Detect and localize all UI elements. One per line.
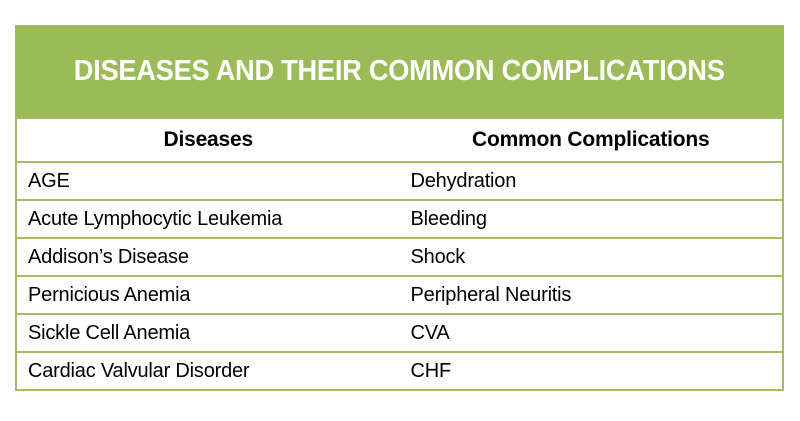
column-header-complications: Common Complications <box>399 118 783 163</box>
disease-cell: Pernicious Anemia <box>16 276 400 315</box>
table-header-row: Diseases Common Complications <box>16 118 783 163</box>
complication-cell: CVA <box>399 314 783 353</box>
table-body: AGE Dehydration Acute Lymphocytic Leukem… <box>16 162 783 391</box>
disease-cell: AGE <box>16 162 400 201</box>
table-row: Sickle Cell Anemia CVA <box>16 314 783 353</box>
table-row: Acute Lymphocytic Leukemia Bleeding <box>16 200 783 239</box>
complication-cell: Peripheral Neuritis <box>399 276 783 315</box>
table-row: Pernicious Anemia Peripheral Neuritis <box>16 276 783 315</box>
column-header-diseases: Diseases <box>16 118 400 163</box>
title-banner: DISEASES AND THEIR COMMON COMPLICATIONS <box>15 25 784 117</box>
complications-table: Diseases Common Complications AGE Dehydr… <box>15 117 784 391</box>
disease-cell: Cardiac Valvular Disorder <box>16 352 400 391</box>
disease-cell: Acute Lymphocytic Leukemia <box>16 200 400 239</box>
complication-cell: Shock <box>399 238 783 277</box>
complication-cell: Dehydration <box>399 162 783 201</box>
disease-cell: Sickle Cell Anemia <box>16 314 400 353</box>
page-title: DISEASES AND THEIR COMMON COMPLICATIONS <box>74 54 725 87</box>
disease-cell: Addison’s Disease <box>16 238 400 277</box>
table-row: AGE Dehydration <box>16 162 783 201</box>
complication-cell: CHF <box>399 352 783 391</box>
table-row: Cardiac Valvular Disorder CHF <box>16 352 783 391</box>
complications-table-container: Diseases Common Complications AGE Dehydr… <box>15 117 784 391</box>
table-row: Addison’s Disease Shock <box>16 238 783 277</box>
complication-cell: Bleeding <box>399 200 783 239</box>
